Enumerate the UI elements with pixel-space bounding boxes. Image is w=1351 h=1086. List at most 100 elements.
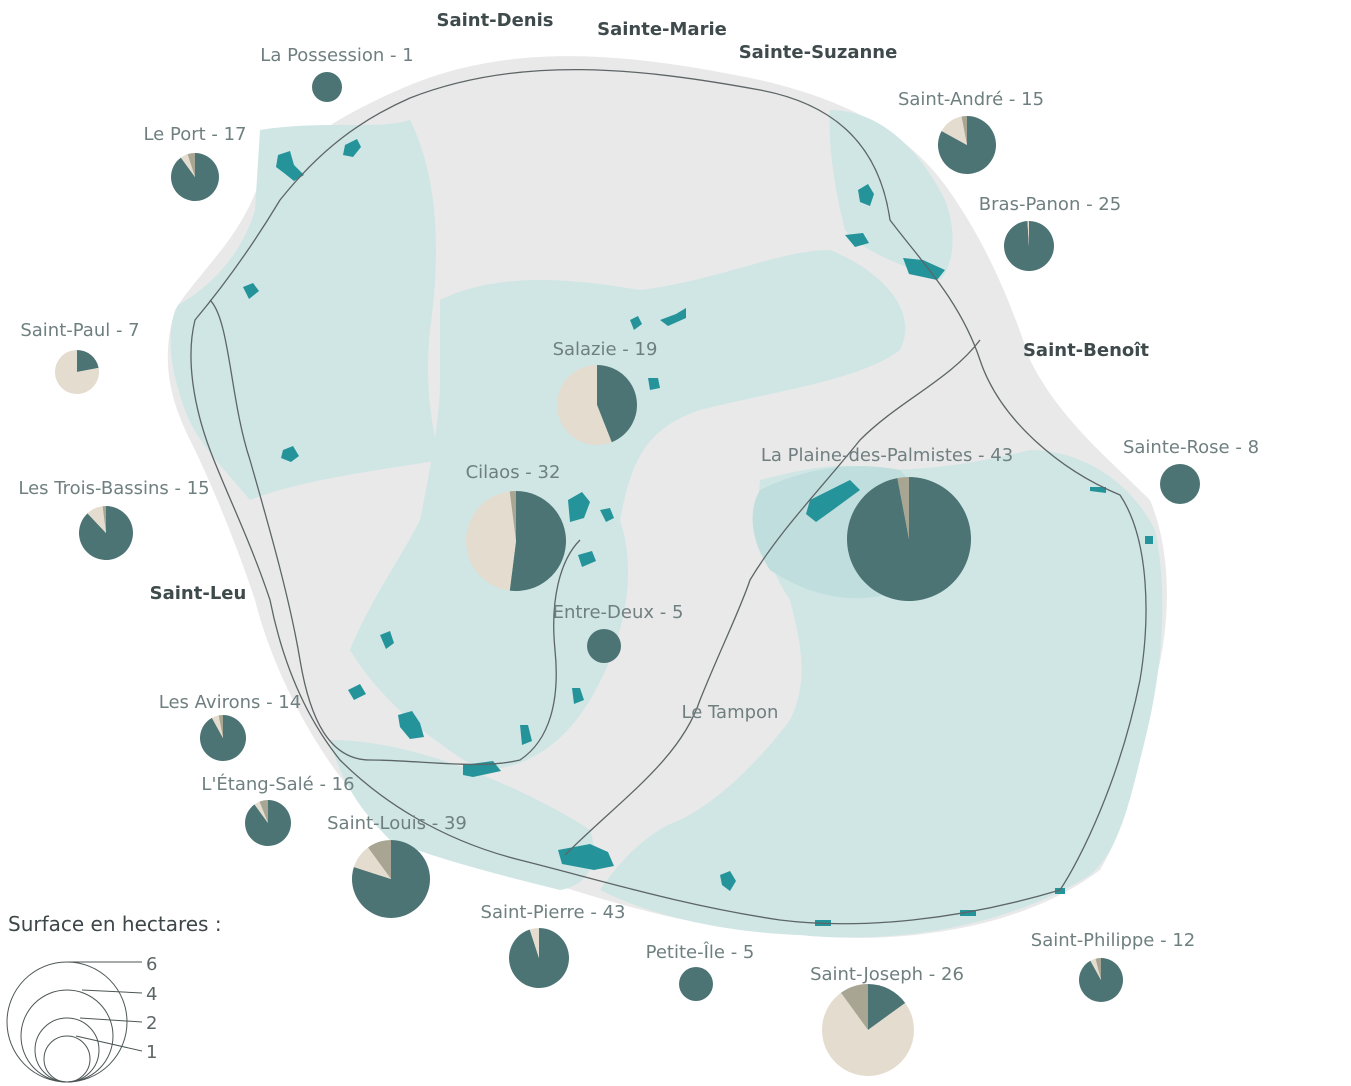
legend-leader	[75, 1035, 143, 1052]
legend-circle-2	[34, 1017, 100, 1083]
pie-slice	[259, 800, 268, 823]
legend-leader	[79, 1017, 143, 1023]
legend-value: 2	[146, 1013, 157, 1034]
pie-slice	[897, 477, 909, 539]
commune-pie	[466, 491, 567, 591]
commune-label: Entre-Deux - 5	[553, 602, 684, 623]
pie-slice	[211, 715, 223, 738]
zone-south-west	[330, 740, 594, 890]
pie-slice	[368, 840, 391, 879]
pie-slice	[1090, 958, 1101, 980]
commune-label: Saint-André - 15	[898, 89, 1044, 110]
commune-pie	[938, 116, 997, 175]
pie-slice	[822, 992, 915, 1076]
pie-slice	[1095, 958, 1101, 980]
commune-labels: La Possession - 1 Le Port - 17 Saint-Pau…	[18, 45, 1259, 985]
commune-label: Saint-Philippe - 12	[1031, 930, 1195, 951]
commune-label: L'Étang-Salé - 16	[201, 773, 354, 795]
legend: Surface en hectares : 6 4 2 1	[6, 912, 222, 1083]
pie-slice	[170, 153, 219, 202]
pie-slice	[353, 847, 391, 879]
zone-west	[170, 120, 440, 500]
city-label: Saint-Leu	[150, 583, 247, 604]
pie-slice	[245, 799, 292, 846]
pie-slice	[847, 476, 972, 601]
commune-pie	[55, 350, 100, 395]
commune-label: Petite-Île - 5	[646, 941, 755, 963]
pie-slice	[587, 629, 621, 663]
commune-label: Les Trois-Bassins - 15	[18, 478, 209, 499]
pie-slice	[254, 801, 268, 823]
city-labels: Saint-Denis Sainte-Marie Sainte-Suzanne …	[150, 10, 1150, 723]
commune-label: Les Avirons - 14	[159, 692, 301, 713]
pie-slice	[840, 984, 868, 1030]
pie-slice	[509, 491, 516, 541]
pie-slice	[941, 116, 967, 145]
commune-pie	[312, 72, 342, 102]
pie-slice	[352, 840, 431, 918]
commune-label: Saint-Pierre - 43	[481, 902, 626, 923]
commune-pie	[199, 715, 246, 762]
commune-pie	[587, 629, 621, 663]
pie-slice	[597, 365, 638, 443]
pie-slice	[961, 116, 967, 145]
zone-south-east	[600, 450, 1163, 938]
pie-slice	[312, 72, 342, 102]
legend-circle-1	[43, 1035, 91, 1083]
commune-label: Salazie - 19	[553, 339, 658, 360]
commune-label: Sainte-Rose - 8	[1123, 437, 1259, 458]
pie-slice	[466, 491, 516, 591]
legend-leader	[81, 989, 143, 994]
commune-pie	[1079, 958, 1123, 1002]
legend-circle-6	[6, 961, 128, 1083]
commune-pie	[1160, 464, 1200, 504]
pie-slice	[87, 506, 106, 533]
roads	[190, 68, 1147, 925]
pie-slice	[509, 491, 567, 591]
pie-slice	[557, 365, 612, 445]
legend-value: 1	[146, 1042, 157, 1063]
commune-label: Cilaos - 32	[466, 462, 561, 483]
pie-slice	[1003, 221, 1055, 272]
commune-label: Saint-Louis - 39	[327, 813, 467, 834]
commune-pie	[822, 984, 915, 1076]
water-patches	[243, 139, 1153, 926]
commune-pie	[245, 799, 292, 846]
legend-title: Surface en hectares :	[8, 912, 222, 936]
city-label: Sainte-Marie	[597, 19, 727, 40]
commune-label: Le Port - 17	[143, 124, 246, 145]
commune-pie	[1003, 221, 1055, 272]
commune-pie	[352, 840, 431, 918]
pie-slice	[218, 715, 223, 738]
zone-center	[350, 250, 906, 770]
city-label: Saint-Benoît	[1023, 340, 1149, 361]
pie-slice	[868, 984, 906, 1030]
city-label: Sainte-Suzanne	[739, 42, 898, 63]
pie-slice	[79, 506, 134, 561]
commune-pie	[79, 506, 134, 561]
commune-pie	[509, 928, 570, 988]
commune-label: Saint-Joseph - 26	[810, 964, 964, 985]
legend-value: 4	[146, 984, 157, 1005]
commune-label: Bras-Panon - 25	[979, 194, 1121, 215]
pie-slice	[1027, 221, 1029, 246]
commune-label: La Possession - 1	[260, 45, 413, 66]
pie-slice	[55, 350, 100, 395]
pie-slice	[187, 153, 195, 177]
commune-pie	[847, 476, 972, 601]
commune-pie	[170, 153, 219, 202]
commune-pies	[55, 72, 1200, 1076]
pie-slice	[180, 154, 195, 177]
commune-label: Saint-Paul - 7	[20, 320, 139, 341]
legend-value: 6	[146, 954, 157, 975]
pie-slice	[509, 928, 570, 988]
city-label: Saint-Denis	[436, 10, 553, 31]
pie-slice	[77, 350, 99, 372]
pie-slice	[199, 715, 246, 762]
pie-slice	[102, 506, 106, 533]
pie-slice	[1160, 464, 1200, 504]
pie-slice	[679, 967, 713, 1001]
commune-label: La Plaine-des-Palmistes - 43	[761, 445, 1013, 466]
pie-slice	[529, 928, 539, 958]
